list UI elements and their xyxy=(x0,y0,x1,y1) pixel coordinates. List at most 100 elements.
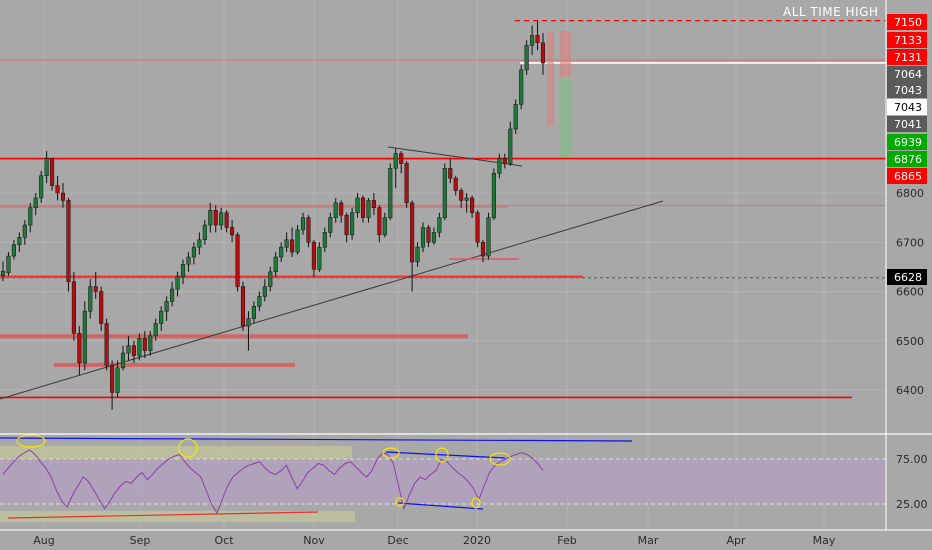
rsi-divergence-top xyxy=(385,451,506,459)
candle-body xyxy=(475,212,480,243)
candle-body xyxy=(371,200,376,209)
candle-body xyxy=(448,168,453,179)
price-tag-label: 6876 xyxy=(894,153,922,166)
candle-body xyxy=(268,271,273,287)
price-tag-7043: 7043 xyxy=(887,99,927,115)
candle xyxy=(284,232,289,253)
price-tag-7043: 7043 xyxy=(887,82,927,98)
candle-body xyxy=(300,217,306,231)
candle-body xyxy=(44,158,49,177)
candle xyxy=(513,99,518,134)
candle xyxy=(77,325,82,376)
candle xyxy=(300,212,306,235)
candle xyxy=(28,202,33,233)
position-tool xyxy=(547,31,571,157)
candle-body xyxy=(170,288,175,302)
candle-body xyxy=(328,217,333,233)
candle xyxy=(540,32,546,75)
candle xyxy=(388,163,393,221)
candle-body xyxy=(71,281,76,334)
candle-body xyxy=(464,197,469,201)
candle xyxy=(251,301,256,324)
candle-body xyxy=(148,335,153,351)
candle-body xyxy=(213,209,218,226)
candle-body xyxy=(28,207,33,226)
candle-body xyxy=(502,158,507,164)
price-tag-label: 7041 xyxy=(894,118,922,131)
candle xyxy=(333,197,338,223)
price-tag-bg xyxy=(887,49,927,65)
candle xyxy=(120,345,126,371)
candle xyxy=(377,205,382,243)
candle xyxy=(475,210,480,248)
candle xyxy=(142,330,147,358)
candle-body xyxy=(93,286,98,292)
candle-body xyxy=(131,345,136,356)
candle-body xyxy=(235,234,240,287)
candle xyxy=(104,318,109,371)
time-tick-label: May xyxy=(813,534,836,547)
candle-body xyxy=(535,35,540,44)
candle xyxy=(55,175,60,201)
candle-body xyxy=(175,276,180,290)
time-axis[interactable]: Aug Sep Oct Nov Dec 2020 Feb Mar Apr May xyxy=(33,534,836,547)
candles xyxy=(0,20,546,410)
candle xyxy=(180,259,186,285)
price-tick-label: 6600 xyxy=(896,286,924,299)
candle-body xyxy=(219,212,224,226)
candle xyxy=(137,333,142,361)
candle-body xyxy=(230,227,235,236)
candle-body xyxy=(290,239,295,253)
price-tag-6876: 6876 xyxy=(887,151,927,167)
candle-body xyxy=(191,246,196,258)
candle xyxy=(311,239,316,277)
price-tag-label: 7043 xyxy=(894,101,922,114)
candle xyxy=(170,281,175,307)
candle xyxy=(502,153,507,169)
candle-body xyxy=(99,291,104,324)
candle xyxy=(322,227,327,253)
candle xyxy=(524,40,529,75)
price-tag-label: 7150 xyxy=(894,16,922,29)
candle-body xyxy=(317,246,322,270)
candle xyxy=(431,227,436,245)
candle xyxy=(186,252,191,272)
price-tags: 7150 7133 7131 7064 7043 7043 7041 6939 6876 6865… xyxy=(887,14,927,285)
candle xyxy=(175,271,180,297)
candle-body xyxy=(22,224,27,238)
candle-body xyxy=(459,190,464,201)
rsi-highlight-ellipse-5 xyxy=(489,452,511,466)
candle xyxy=(339,200,344,223)
candle-body xyxy=(11,244,16,257)
candle xyxy=(164,296,169,322)
candle-body xyxy=(333,202,338,218)
candle-body xyxy=(39,175,44,199)
candle xyxy=(202,220,207,245)
candle xyxy=(290,227,295,258)
candle-body xyxy=(186,256,191,265)
candle-body xyxy=(360,197,366,218)
candle-body xyxy=(126,345,131,354)
candle-body xyxy=(104,323,109,366)
rsi-pane xyxy=(0,434,886,522)
candle-body xyxy=(470,197,475,213)
candle-body xyxy=(513,104,518,130)
candle-body xyxy=(142,338,147,351)
candle-body xyxy=(415,246,420,263)
price-axis[interactable]: 6400 6500 6600 6700 6800 xyxy=(896,187,924,397)
rsi-support-line xyxy=(7,511,319,519)
candle-body xyxy=(497,158,502,174)
time-tick-label: Oct xyxy=(214,534,234,547)
candle xyxy=(350,207,355,240)
candle xyxy=(39,170,44,203)
time-tick-label: Feb xyxy=(557,534,576,547)
time-tick-label: Mar xyxy=(638,534,659,547)
candle xyxy=(497,153,502,179)
candle xyxy=(404,160,409,208)
candle-body xyxy=(6,255,11,274)
candle-body xyxy=(382,217,387,236)
rsi-highlight-ellipse-2 xyxy=(178,438,198,458)
candle-body xyxy=(344,214,349,236)
candle xyxy=(153,318,158,341)
